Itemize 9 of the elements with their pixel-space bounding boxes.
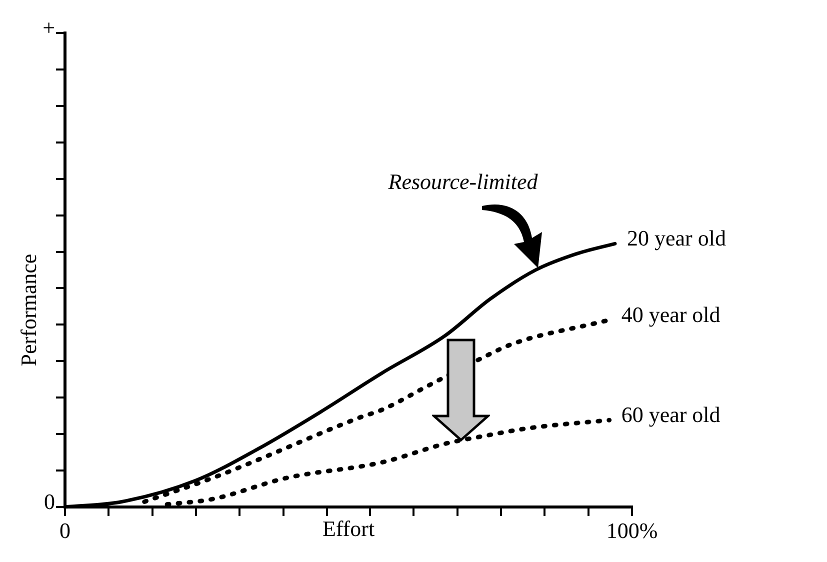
text: 0 [44,488,55,514]
text: + [42,14,55,40]
series-label: 60 year old [621,402,720,427]
y-axis-title: Performance [16,254,41,366]
series-label: 40 year old [621,302,720,327]
series-label: 20 year old [626,225,726,250]
text: Resource-limited [387,168,539,194]
x-tick-label: 100% [606,518,658,543]
x-axis-title: Effort [322,516,375,541]
